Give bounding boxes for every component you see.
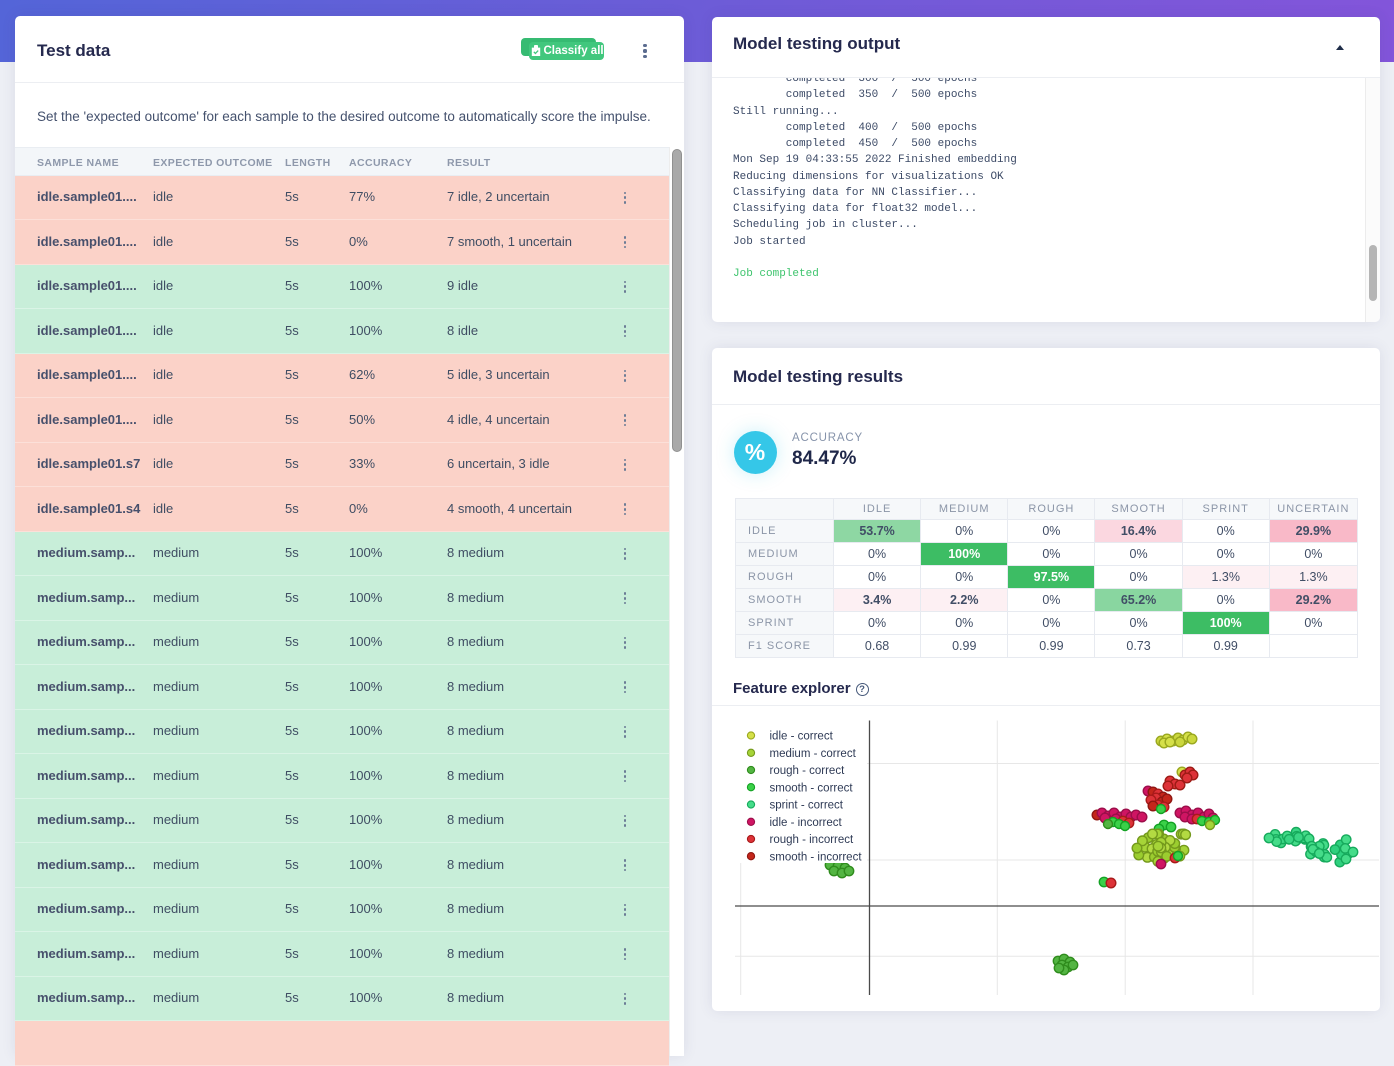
svg-text:smooth - correct: smooth - correct: [770, 782, 854, 794]
svg-text:rough - incorrect: rough - incorrect: [770, 834, 855, 846]
svg-text:rough - correct: rough - correct: [770, 765, 846, 777]
svg-text:sprint - correct: sprint - correct: [770, 800, 844, 812]
svg-text:medium - correct: medium - correct: [770, 748, 857, 760]
svg-text:idle - incorrect: idle - incorrect: [770, 817, 843, 829]
svg-text:idle - correct: idle - correct: [770, 731, 834, 743]
svg-text:smooth - incorrect: smooth - incorrect: [770, 851, 863, 863]
